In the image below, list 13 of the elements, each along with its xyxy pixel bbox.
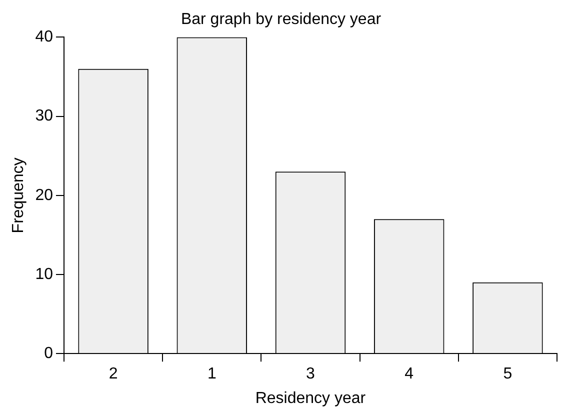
y-tick-label: 40 [35, 28, 54, 46]
y-tick-label: 10 [35, 266, 54, 283]
chart-title: Bar graph by residency year [180, 11, 382, 28]
x-tick-label: 1 [207, 366, 216, 383]
y-axis-title: Frequency [10, 158, 28, 234]
x-tick-label: 5 [503, 366, 512, 383]
x-tick-label: 2 [108, 366, 118, 383]
y-tick-label: 0 [44, 345, 54, 362]
y-tick-label: 20 [35, 186, 54, 204]
x-tick-label: 3 [306, 366, 316, 383]
x-axis-title: Residency year [255, 390, 366, 407]
y-tick-label: 30 [35, 108, 54, 125]
x-tick-label: 4 [404, 366, 414, 383]
